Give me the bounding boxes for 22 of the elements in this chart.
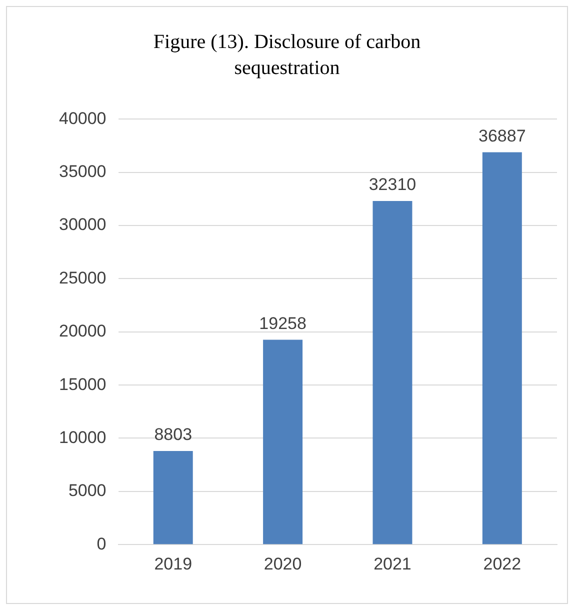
y-tick-label: 30000 — [58, 215, 106, 234]
y-tick-label: 0 — [96, 534, 106, 554]
data-label: 32310 — [368, 175, 416, 194]
x-tick-label: 2021 — [374, 554, 412, 574]
y-tick-label: 35000 — [58, 162, 106, 182]
y-tick-label: 15000 — [58, 374, 106, 394]
x-tick-label: 2022 — [483, 554, 522, 574]
y-tick-label: 25000 — [58, 268, 106, 288]
x-tick-label: 2020 — [264, 554, 302, 574]
y-tick-label: 5000 — [68, 481, 106, 500]
data-label: 36887 — [478, 126, 526, 146]
y-tick-label: 10000 — [58, 428, 106, 447]
y-tick-label: 40000 — [58, 108, 106, 128]
bar — [153, 450, 193, 544]
x-tick-label: 2019 — [154, 554, 192, 574]
bar — [372, 200, 412, 544]
bar — [263, 340, 303, 544]
chart-title: Figure (13). Disclosure of carbon sequestration — [152, 30, 422, 81]
data-label: 8803 — [154, 425, 192, 444]
bar — [482, 152, 522, 544]
y-tick-label: 20000 — [58, 322, 106, 341]
data-label: 19258 — [259, 314, 306, 333]
